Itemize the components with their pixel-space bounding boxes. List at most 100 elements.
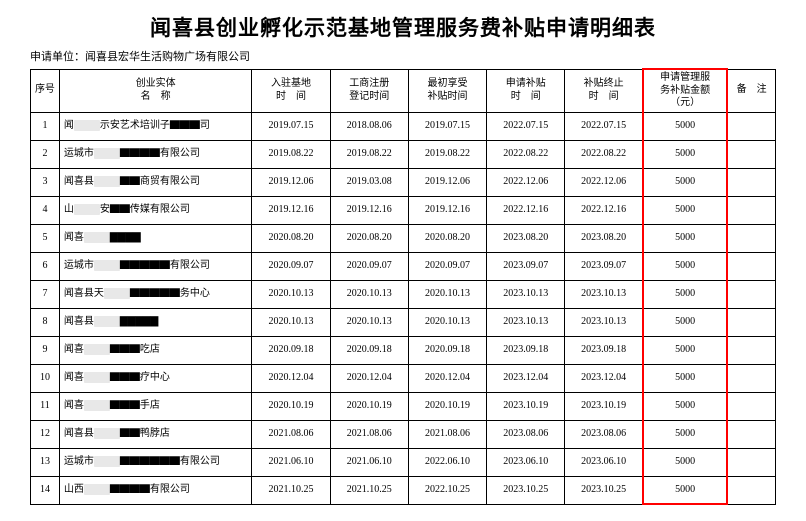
cell-note xyxy=(727,280,775,308)
cell-d1: 2020.10.13 xyxy=(252,280,330,308)
name-suffix: ▇▇鸭脖店 xyxy=(120,428,170,439)
cell-note xyxy=(727,196,775,224)
cell-name: 闻喜县▇▇商贸有限公司 xyxy=(59,168,252,196)
col-d5: 补贴终止 时 间 xyxy=(565,69,643,112)
cell-d4: 2022.07.15 xyxy=(487,112,565,140)
cell-d3: 2022.06.10 xyxy=(408,448,486,476)
name-suffix: ▇▇▇▇▇ xyxy=(120,316,158,327)
name-prefix: 闻喜县天 xyxy=(64,288,104,299)
col-note: 备 注 xyxy=(727,69,775,112)
cell-d1: 2021.06.10 xyxy=(252,448,330,476)
name-suffix: ▇▇▇手店 xyxy=(110,400,160,411)
col-d2-l2: 登记时间 xyxy=(332,91,407,104)
redacted-segment xyxy=(94,428,120,439)
col-name: 创业实体 名 称 xyxy=(59,69,252,112)
cell-d4: 2023.10.25 xyxy=(487,476,565,504)
cell-amount: 5000 xyxy=(643,224,727,252)
cell-d3: 2019.08.22 xyxy=(408,140,486,168)
cell-d5: 2023.08.20 xyxy=(565,224,643,252)
redacted-segment xyxy=(94,148,120,159)
name-suffix: ▇▇▇▇▇务中心 xyxy=(130,288,210,299)
name-suffix: ▇▇▇疗中心 xyxy=(110,372,170,383)
cell-seq: 8 xyxy=(31,308,60,336)
table-row: 7闻喜县天▇▇▇▇▇务中心2020.10.132020.10.132020.10… xyxy=(31,280,776,308)
cell-amount: 5000 xyxy=(643,364,727,392)
cell-note xyxy=(727,420,775,448)
cell-amount: 5000 xyxy=(643,308,727,336)
cell-d3: 2020.09.18 xyxy=(408,336,486,364)
cell-amount: 5000 xyxy=(643,280,727,308)
redacted-segment xyxy=(84,400,110,411)
redacted-segment xyxy=(94,260,120,271)
col-amt-l3: （元） xyxy=(645,97,725,110)
cell-amount: 5000 xyxy=(643,196,727,224)
table-row: 2运城市▇▇▇▇有限公司2019.08.222019.08.222019.08.… xyxy=(31,140,776,168)
cell-amount: 5000 xyxy=(643,168,727,196)
cell-note xyxy=(727,252,775,280)
cell-d4: 2023.06.10 xyxy=(487,448,565,476)
col-d1: 入驻基地 时 间 xyxy=(252,69,330,112)
col-d4-l1: 申请补贴 xyxy=(488,78,563,91)
name-prefix: 闻喜县 xyxy=(64,316,94,327)
redacted-segment xyxy=(74,204,100,215)
cell-name: 运城市▇▇▇▇▇有限公司 xyxy=(59,252,252,280)
col-d1-l1: 入驻基地 xyxy=(253,78,328,91)
cell-name: 闻喜县▇▇鸭脖店 xyxy=(59,420,252,448)
cell-d5: 2023.08.06 xyxy=(565,420,643,448)
table-row: 14山西▇▇▇▇有限公司2021.10.252021.10.252022.10.… xyxy=(31,476,776,504)
cell-d1: 2020.09.18 xyxy=(252,336,330,364)
cell-note xyxy=(727,392,775,420)
table-row: 8闻喜县▇▇▇▇▇2020.10.132020.10.132020.10.132… xyxy=(31,308,776,336)
page-title: 闻喜县创业孵化示范基地管理服务费补贴申请明细表 xyxy=(30,12,776,42)
cell-d1: 2020.09.07 xyxy=(252,252,330,280)
name-suffix: ▇▇▇▇▇有限公司 xyxy=(120,260,210,271)
cell-note xyxy=(727,364,775,392)
cell-d1: 2020.08.20 xyxy=(252,224,330,252)
cell-d1: 2019.12.16 xyxy=(252,196,330,224)
cell-d3: 2019.12.16 xyxy=(408,196,486,224)
cell-d2: 2021.06.10 xyxy=(330,448,408,476)
cell-d2: 2021.08.06 xyxy=(330,420,408,448)
cell-note xyxy=(727,168,775,196)
col-amt-l1: 申请管理服 xyxy=(645,72,725,85)
cell-d4: 2022.12.16 xyxy=(487,196,565,224)
cell-seq: 12 xyxy=(31,420,60,448)
cell-name: 闻喜县 ▇▇▇▇▇ xyxy=(59,308,252,336)
cell-name: 山安▇▇传媒有限公司 xyxy=(59,196,252,224)
cell-d1: 2020.10.13 xyxy=(252,308,330,336)
name-prefix: 闻喜 xyxy=(64,372,84,383)
name-prefix: 闻喜 xyxy=(64,344,84,355)
table-row: 5闻喜▇▇▇▇2020.08.202020.08.202020.08.20202… xyxy=(31,224,776,252)
cell-seq: 14 xyxy=(31,476,60,504)
cell-amount: 5000 xyxy=(643,112,727,140)
cell-d2: 2020.09.07 xyxy=(330,252,408,280)
cell-d5: 2023.12.04 xyxy=(565,364,643,392)
table-row: 13运城市▇▇▇▇▇▇有限公司2021.06.102021.06.102022.… xyxy=(31,448,776,476)
cell-d4: 2022.12.06 xyxy=(487,168,565,196)
cell-d3: 2020.10.19 xyxy=(408,392,486,420)
cell-d2: 2019.12.16 xyxy=(330,196,408,224)
cell-name: 运城市▇▇▇▇有限公司 xyxy=(59,140,252,168)
col-d4-l2: 时 间 xyxy=(488,91,563,104)
cell-d2: 2020.08.20 xyxy=(330,224,408,252)
cell-d5: 2023.06.10 xyxy=(565,448,643,476)
cell-note xyxy=(727,308,775,336)
cell-d2: 2020.10.19 xyxy=(330,392,408,420)
table-row: 4山安▇▇传媒有限公司2019.12.162019.12.162019.12.1… xyxy=(31,196,776,224)
name-prefix: 山西 xyxy=(64,484,84,495)
table-row: 3闻喜县▇▇商贸有限公司2019.12.062019.03.082019.12.… xyxy=(31,168,776,196)
name-suffix: ▇▇▇▇有限公司 xyxy=(110,484,190,495)
applicant-value: 闻喜县宏华生活购物广场有限公司 xyxy=(85,51,250,63)
cell-name: 闻示安艺术培训子▇▇▇司 xyxy=(59,112,252,140)
col-d3-l1: 最初享受 xyxy=(410,78,485,91)
cell-d3: 2019.12.06 xyxy=(408,168,486,196)
cell-d5: 2023.10.13 xyxy=(565,308,643,336)
name-suffix: ▇▇▇▇有限公司 xyxy=(120,148,200,159)
cell-amount: 5000 xyxy=(643,336,727,364)
cell-d4: 2023.09.07 xyxy=(487,252,565,280)
cell-d3: 2020.12.04 xyxy=(408,364,486,392)
cell-d1: 2021.08.06 xyxy=(252,420,330,448)
cell-seq: 3 xyxy=(31,168,60,196)
cell-d4: 2023.12.04 xyxy=(487,364,565,392)
cell-d4: 2023.10.13 xyxy=(487,308,565,336)
